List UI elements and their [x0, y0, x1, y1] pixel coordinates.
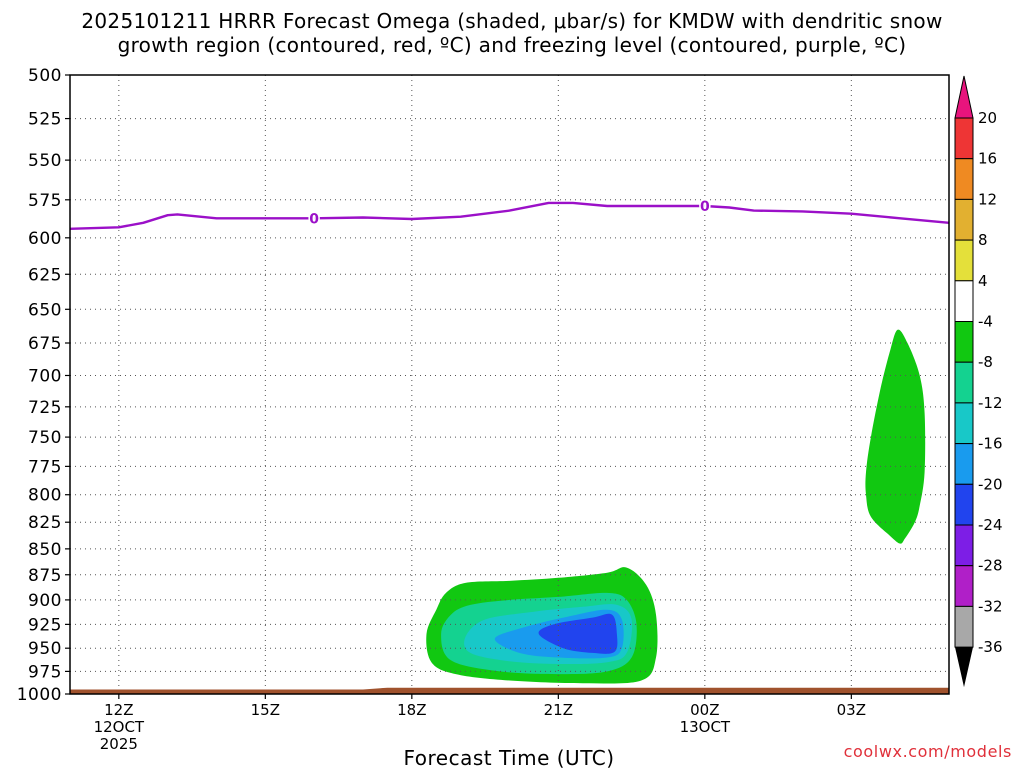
colorbar-bin [954, 605, 974, 648]
y-tick-label: 875 [28, 566, 62, 586]
colorbar-label: 4 [978, 272, 988, 290]
y-tick-label: 975 [28, 662, 62, 682]
colorbar-bin [954, 280, 974, 322]
freezing-level-label: 0 [309, 211, 319, 227]
x-tick-label: 18Z [397, 701, 426, 719]
y-tick-label: 750 [28, 428, 62, 448]
colorbar-bin [954, 565, 974, 607]
y-tick-label: 575 [28, 191, 62, 211]
colorbar-label: 16 [978, 150, 997, 168]
colorbar-label: 12 [978, 190, 997, 208]
credit-text: coolwx.com/models [843, 742, 1012, 761]
terrain-surface [70, 687, 949, 694]
y-tick-label: 675 [28, 334, 62, 354]
y-tick-label: 625 [28, 265, 62, 285]
x-tick-label: 03Z [837, 701, 866, 719]
y-tick-label: 650 [28, 300, 62, 320]
y-tick-label: 700 [28, 366, 62, 386]
colorbar-bin [954, 524, 974, 567]
y-tick-label: 725 [28, 398, 62, 418]
colorbar-bin [954, 239, 974, 282]
freezing-level-label: 0 [700, 199, 710, 215]
y-tick-label: 800 [28, 486, 62, 506]
x-axis-label: Forecast Time (UTC) [403, 746, 614, 768]
x-tick-label: 21Z [544, 701, 573, 719]
y-tick-label: 925 [28, 615, 62, 635]
colorbar-bin [954, 117, 974, 160]
x-tick-label: 2025 [100, 735, 138, 753]
y-tick-label: 950 [28, 639, 62, 659]
colorbar-label: -28 [978, 557, 1003, 575]
colorbar-top-arrow [954, 75, 974, 119]
colorbar-bin [954, 198, 974, 241]
y-tick-label: 1000 [17, 685, 62, 705]
colorbar-label: 20 [978, 109, 997, 127]
y-tick-label: 850 [28, 540, 62, 560]
colorbar-label: -32 [978, 597, 1003, 615]
colorbar-label: -12 [978, 394, 1003, 412]
colorbar-bottom-arrow [955, 647, 973, 688]
colorbar-bin [954, 443, 974, 485]
chart-title-line-2: growth region (contoured, red, ºC) and f… [117, 33, 907, 57]
colorbar-bin [954, 361, 974, 404]
y-tick-label: 775 [28, 457, 62, 477]
colorbar-bin [954, 158, 974, 200]
omega-shaded-region [538, 613, 618, 654]
freezing-level-line [69, 201, 950, 230]
y-tick-label: 825 [28, 513, 62, 533]
y-tick-label: 900 [28, 591, 62, 611]
x-tick-label: 15Z [251, 701, 280, 719]
x-tick-label: 12OCT [94, 718, 145, 736]
plot-frame [69, 74, 950, 695]
y-tick-label: 550 [28, 151, 62, 171]
x-tick-label: 12Z [104, 701, 133, 719]
x-tick-label: 13OCT [680, 718, 731, 736]
y-tick-label: 500 [28, 66, 62, 86]
colorbar-bin [954, 321, 974, 363]
colorbar-label: -4 [978, 313, 993, 331]
colorbar-bin [954, 402, 974, 445]
y-tick-label: 525 [28, 110, 62, 130]
chart-title-line-1: 2025101211 HRRR Forecast Omega (shaded, … [81, 9, 943, 33]
colorbar-label: -24 [978, 516, 1003, 534]
colorbar-bin [954, 483, 974, 526]
colorbar-label: -8 [978, 353, 993, 371]
colorbar-label: -20 [978, 475, 1003, 493]
colorbar-label: 8 [978, 231, 988, 249]
colorbar-label: -16 [978, 435, 1003, 453]
colorbar-label: -36 [978, 638, 1003, 656]
y-tick-label: 600 [28, 229, 62, 249]
x-tick-label: 00Z [690, 701, 719, 719]
